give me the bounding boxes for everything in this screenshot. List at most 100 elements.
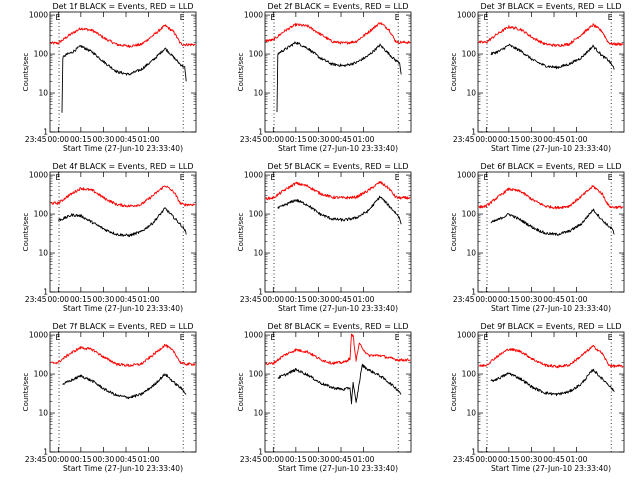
- event-marker-label: E: [56, 333, 61, 342]
- event-marker-label: E: [180, 333, 185, 342]
- panel-4: Det 4f BLACK = Events, RED = LLD 1 10 100 10…: [22, 162, 197, 313]
- x-tick-label: 01:00: [138, 455, 160, 464]
- event-marker-label: E: [395, 173, 400, 182]
- y-tick-label: 10: [466, 249, 476, 258]
- y-tick-label: 1000: [244, 171, 263, 180]
- y-tick-label: 1000: [29, 171, 48, 180]
- x-tick-label: 01:00: [138, 135, 160, 144]
- y-tick-label: 1000: [244, 11, 263, 20]
- x-tick-label: 00:00: [475, 455, 497, 464]
- y-tick-label: 1000: [29, 11, 48, 20]
- x-tick-label: 01:00: [566, 295, 588, 304]
- x-tick-label: 00:00: [262, 295, 284, 304]
- x-tick-label: 01:00: [353, 135, 375, 144]
- x-axis-label: Start Time (27-Jun-10 23:33:40): [278, 304, 398, 313]
- y-tick-label: 100: [462, 210, 477, 219]
- y-tick-label: 100: [34, 50, 49, 59]
- y-tick-label: 1000: [29, 331, 48, 340]
- event-marker-label: E: [395, 13, 400, 22]
- plot-frame: [477, 171, 625, 293]
- x-tick-label: 00:00: [262, 455, 284, 464]
- panel-2: Det 2f BLACK = Events, RED = LLD 1 10 100 10…: [237, 2, 412, 153]
- y-tick-label: 100: [462, 370, 477, 379]
- x-tick-label: 00:00: [47, 455, 69, 464]
- events-series-line: [490, 43, 615, 70]
- event-marker-label: E: [608, 13, 613, 22]
- x-tick-label: 01:00: [566, 455, 588, 464]
- x-tick-label: 00:30: [308, 135, 330, 144]
- x-tick-label: 00:30: [521, 295, 543, 304]
- x-tick-label: 00:15: [285, 135, 307, 144]
- panel-title: Det 8f BLACK = Events, RED = LLD: [267, 322, 408, 331]
- x-axis-label: Start Time (27-Jun-10 23:33:40): [63, 304, 183, 313]
- lld-series-line: [478, 23, 624, 47]
- x-tick-label: 23:45: [240, 295, 262, 304]
- x-tick-label: 00:30: [93, 135, 115, 144]
- events-series-line: [277, 195, 402, 225]
- x-tick-label: 23:45: [453, 455, 475, 464]
- x-tick-label: 00:45: [330, 455, 352, 464]
- y-tick-label: 1000: [457, 11, 476, 20]
- event-marker-label: E: [56, 13, 61, 22]
- panel-title: Det 2f BLACK = Events, RED = LLD: [267, 2, 408, 11]
- x-tick-label: 00:45: [543, 455, 565, 464]
- event-marker-label: E: [484, 333, 489, 342]
- x-tick-label: 23:45: [240, 135, 262, 144]
- x-tick-label: 00:45: [115, 295, 137, 304]
- y-tick-label: 100: [34, 370, 49, 379]
- y-tick-label: 1000: [457, 331, 476, 340]
- panel-title: Det 1f BLACK = Events, RED = LLD: [52, 2, 193, 11]
- x-tick-label: 01:00: [566, 135, 588, 144]
- x-axis-label: Start Time (27-Jun-10 23:33:40): [278, 144, 398, 153]
- x-axis-label: Start Time (27-Jun-10 23:33:40): [63, 464, 183, 473]
- lld-series-line: [478, 344, 624, 369]
- y-tick-label: 100: [34, 210, 49, 219]
- panel-8: Det 8f BLACK = Events, RED = LLD 1 10 100 10…: [237, 322, 412, 473]
- plot-frame: [477, 11, 625, 133]
- panel-title: Det 7f BLACK = Events, RED = LLD: [52, 322, 193, 331]
- events-series-line: [490, 208, 615, 236]
- event-marker-label: E: [271, 173, 276, 182]
- events-series-line: [61, 45, 187, 113]
- y-axis-label: Counts/sec: [237, 213, 245, 252]
- x-tick-label: 00:30: [93, 295, 115, 304]
- y-tick-label: 100: [249, 370, 264, 379]
- x-tick-label: 00:45: [543, 295, 565, 304]
- event-marker-label: E: [395, 333, 400, 342]
- x-tick-label: 00:00: [262, 135, 284, 144]
- y-tick-label: 100: [249, 50, 264, 59]
- y-axis-label: Counts/sec: [22, 213, 30, 252]
- x-tick-label: 00:15: [70, 455, 92, 464]
- y-tick-label: 1: [43, 288, 48, 297]
- panel-title: Det 4f BLACK = Events, RED = LLD: [52, 162, 193, 171]
- event-marker-label: E: [180, 13, 185, 22]
- event-marker-label: E: [56, 173, 61, 182]
- y-tick-label: 1: [258, 128, 263, 137]
- x-tick-label: 00:15: [70, 135, 92, 144]
- y-tick-label: 1: [471, 448, 476, 457]
- panel-7: Det 7f BLACK = Events, RED = LLD 1 10 100 10…: [22, 322, 197, 473]
- x-axis-label: Start Time (27-Jun-10 23:33:40): [491, 304, 611, 313]
- lld-series-line: [50, 185, 196, 208]
- x-tick-label: 00:00: [475, 135, 497, 144]
- plot-frame: [477, 331, 625, 453]
- event-marker-label: E: [608, 333, 613, 342]
- y-tick-label: 10: [253, 249, 263, 258]
- plot-frame: [264, 11, 412, 133]
- events-series-line: [276, 41, 402, 113]
- y-tick-label: 10: [38, 409, 48, 418]
- y-tick-label: 1: [43, 448, 48, 457]
- y-axis-label: Counts/sec: [450, 53, 458, 92]
- y-tick-label: 1000: [457, 171, 476, 180]
- y-tick-label: 10: [38, 249, 48, 258]
- y-axis-label: Counts/sec: [450, 373, 458, 412]
- y-axis-label: Counts/sec: [237, 373, 245, 412]
- panel-1: Det 1f BLACK = Events, RED = LLD 1 10 100 10…: [22, 2, 197, 153]
- x-tick-label: 00:15: [498, 455, 520, 464]
- plot-frame: [264, 171, 412, 293]
- panel-6: Det 6f BLACK = Events, RED = LLD 1 10 100 10…: [450, 162, 625, 313]
- lld-series-line: [265, 22, 411, 45]
- event-marker-label: E: [271, 333, 276, 342]
- panel-title: Det 3f BLACK = Events, RED = LLD: [480, 2, 621, 11]
- event-marker-label: E: [180, 173, 185, 182]
